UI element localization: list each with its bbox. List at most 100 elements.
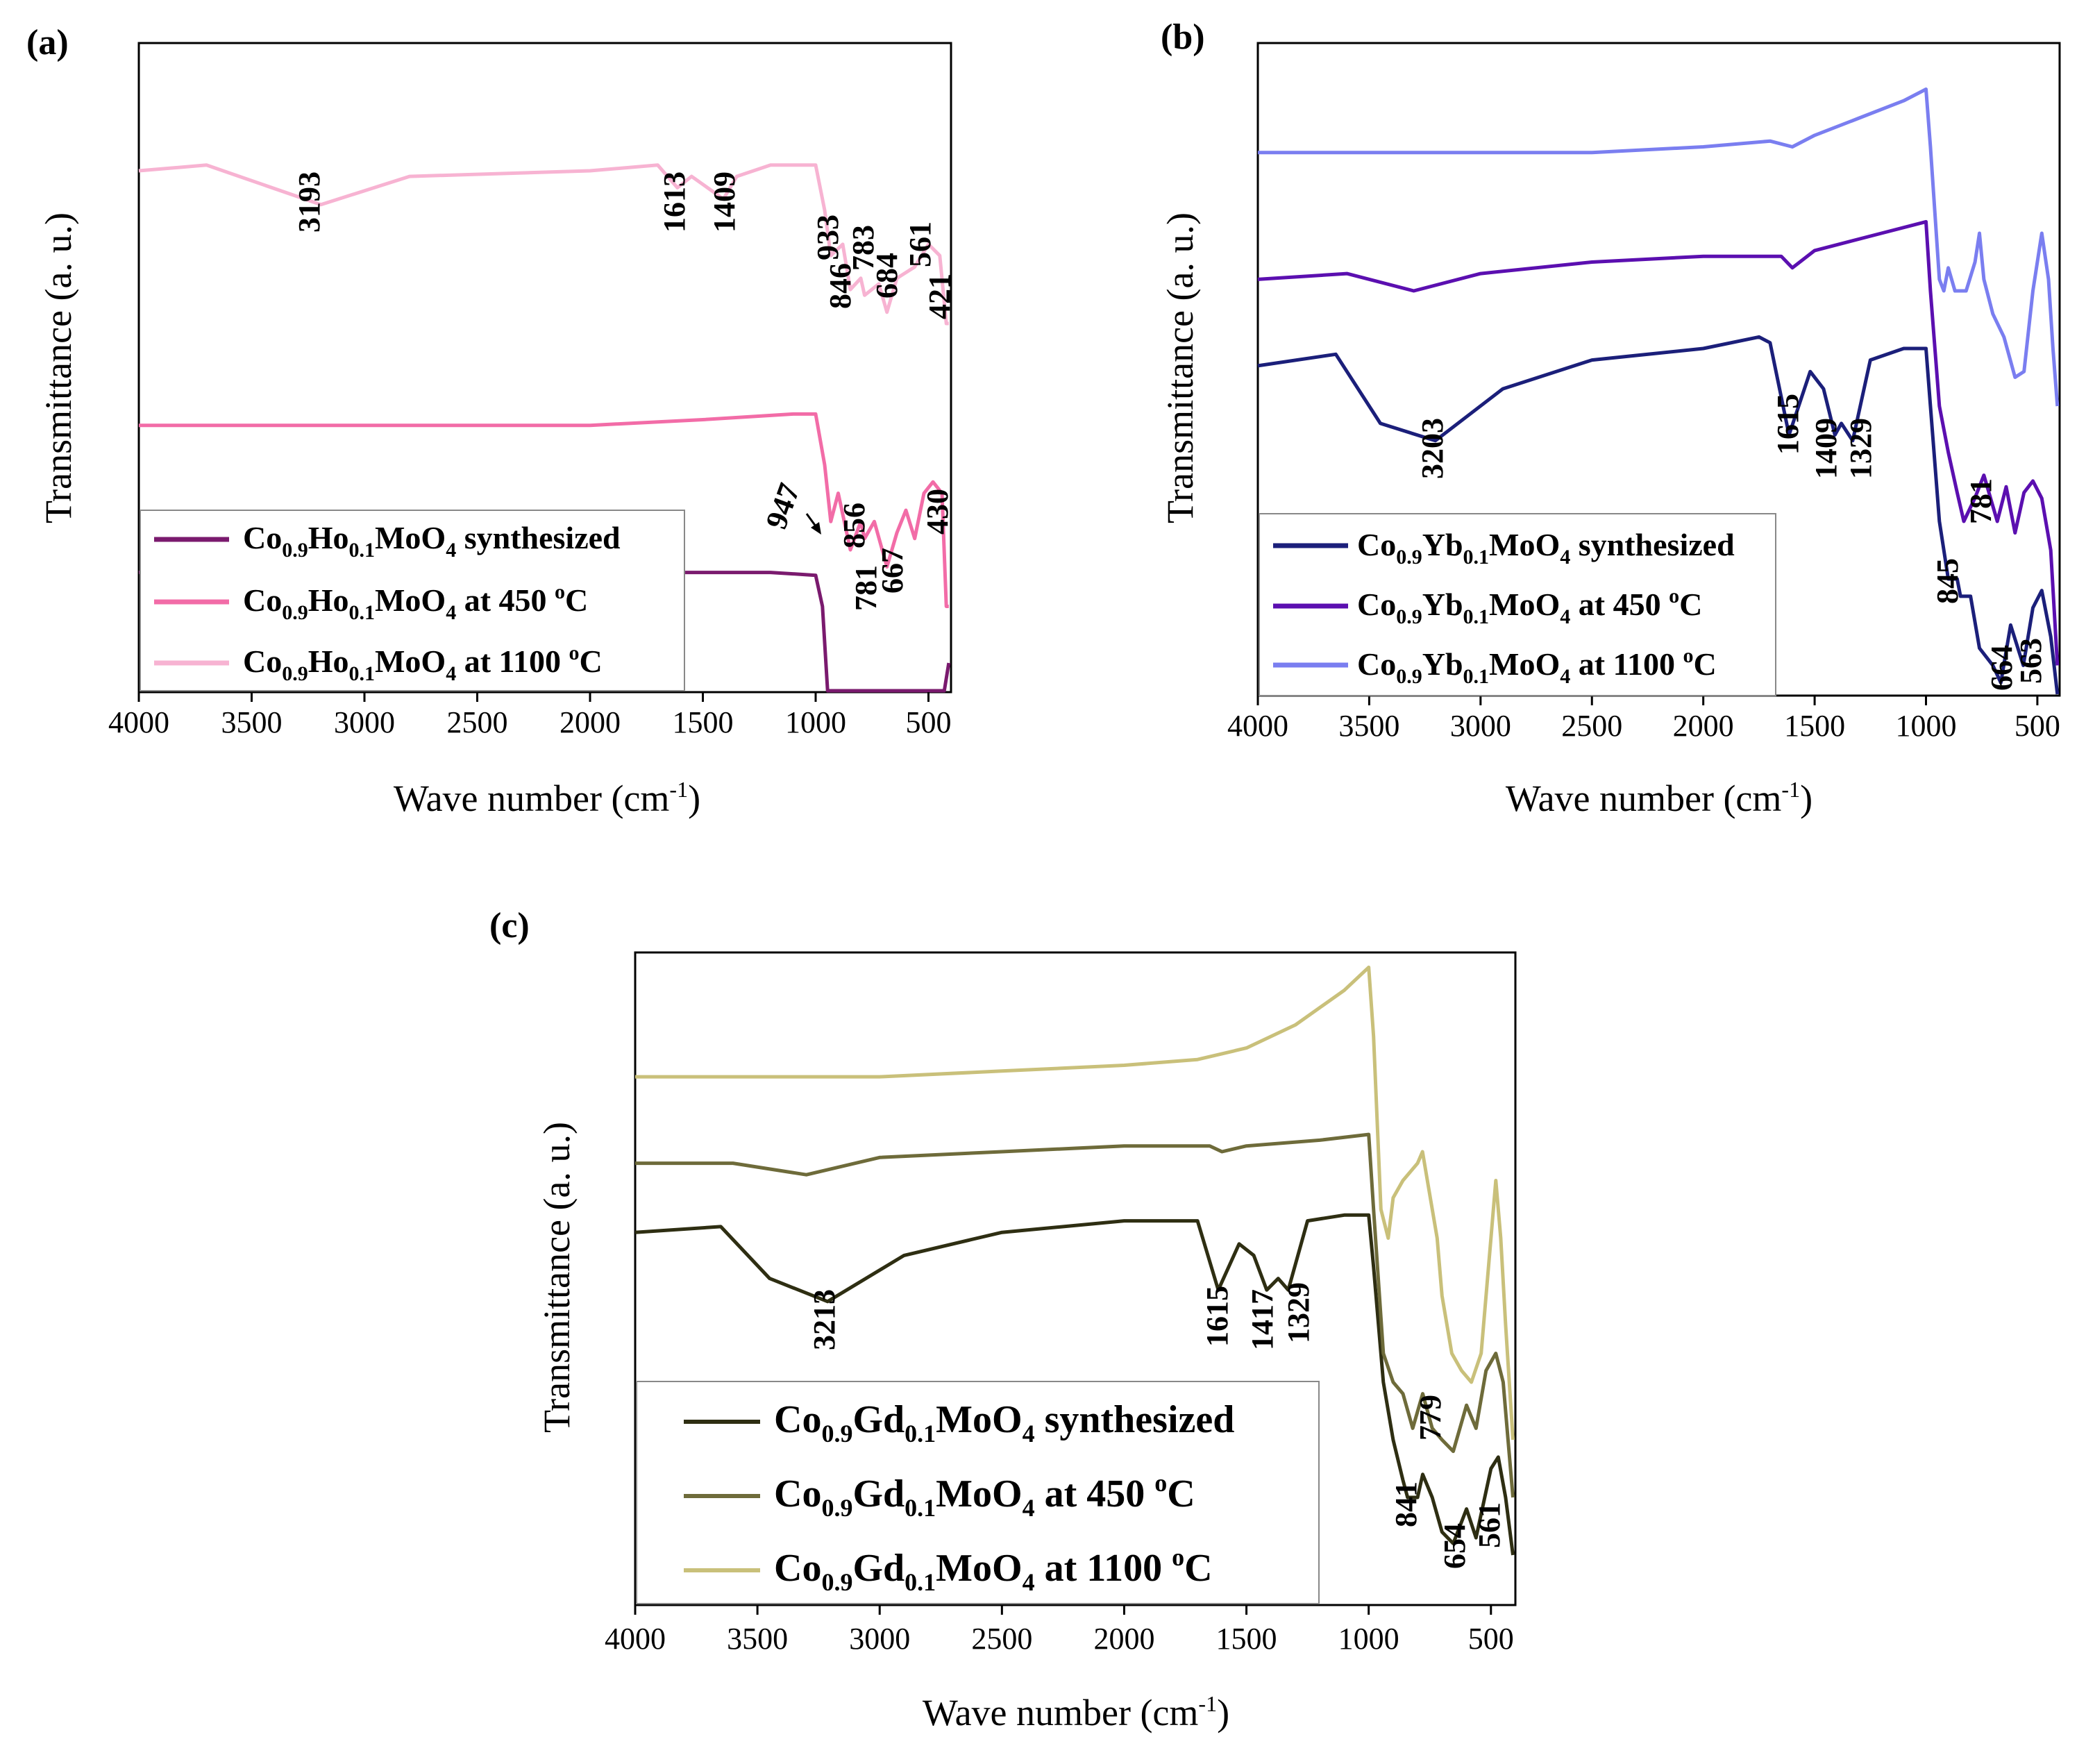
legend-entry: Co0.9Ho0.1MoO4 at 1100 oC bbox=[243, 641, 603, 685]
x-tick-label: 2500 bbox=[1561, 709, 1622, 743]
x-tick-label: 500 bbox=[2014, 709, 2060, 743]
panel-a-plot-frame bbox=[137, 42, 952, 694]
peak-label: 421 bbox=[923, 274, 957, 319]
peak-label: 856 bbox=[837, 503, 871, 548]
peak-label: 781 bbox=[1964, 478, 1998, 524]
peak-label: 667 bbox=[875, 548, 909, 594]
panel-b-series-lines bbox=[1257, 87, 2060, 695]
peak-label: 684 bbox=[870, 253, 904, 299]
peak-label: 3213 bbox=[807, 1289, 841, 1350]
panel-b-x-axis-title: Wave number (cm-1) bbox=[1506, 777, 1812, 819]
peak-label: 1329 bbox=[1844, 418, 1878, 479]
panel-b: (b) 4000 3500 3000 2500 2000 1500 1000 500 Wave… bbox=[1159, 17, 2061, 819]
x-tick-label: 4000 bbox=[108, 705, 169, 739]
panel-a-x-ticks: 4000 3500 3000 2500 2000 1500 1000 500 bbox=[108, 692, 952, 739]
panel-b-peak-labels: 3203 1615 1409 1329 781 845 664 563 bbox=[1415, 394, 2048, 691]
peak-label: 845 bbox=[1931, 558, 1965, 604]
panel-c-x-axis-title: Wave number (cm-1) bbox=[923, 1691, 1229, 1733]
panel-c-x-ticks: 4000 3500 3000 2500 2000 1500 1000 500 bbox=[605, 1605, 1514, 1656]
legend-entry: Co0.9Ho0.1MoO4 at 450 oC bbox=[243, 580, 588, 624]
legend-entry: Co0.9Yb0.1MoO4 synthesized bbox=[1357, 527, 1735, 569]
legend-box bbox=[140, 510, 685, 691]
peak-label: 846 bbox=[823, 263, 857, 309]
panel-a-y-axis-title: Transmittance (a. u.) bbox=[37, 212, 79, 523]
legend-entry: Co0.9Gd0.1MoO4 at 1100 oC bbox=[774, 1543, 1213, 1596]
x-tick-label: 1000 bbox=[1338, 1622, 1399, 1656]
peak-label: 781 bbox=[849, 565, 883, 611]
x-tick-label: 500 bbox=[1468, 1622, 1514, 1656]
peak-label: 947 bbox=[759, 479, 807, 534]
peak-label: 841 bbox=[1389, 1481, 1423, 1527]
peak-label: 1615 bbox=[1771, 394, 1805, 455]
x-tick-label: 3000 bbox=[849, 1622, 910, 1656]
peak-label: 654 bbox=[1438, 1523, 1472, 1569]
legend-entry: Co0.9Ho0.1MoO4 synthesized bbox=[243, 520, 621, 562]
legend-entry: Co0.9Yb0.1MoO4 at 450 oC bbox=[1357, 585, 1702, 628]
x-tick-label: 3500 bbox=[221, 705, 283, 739]
panel-a-x-axis-title: Wave number (cm-1) bbox=[394, 777, 700, 819]
panel-c-series-lines bbox=[634, 965, 1515, 1556]
peak-label: 561 bbox=[1472, 1502, 1506, 1548]
series-line-synthesized bbox=[634, 1213, 1515, 1556]
peak-label: 1613 bbox=[657, 171, 691, 233]
x-tick-label: 1500 bbox=[1216, 1622, 1277, 1656]
panel-b-y-axis-title: Transmittance (a. u.) bbox=[1159, 212, 1201, 523]
panel-a-label: (a) bbox=[26, 23, 69, 62]
peak-label: 664 bbox=[1985, 645, 2019, 691]
series-line-450C bbox=[139, 412, 949, 608]
peak-label: 3193 bbox=[292, 171, 326, 233]
peak-label: 1417 bbox=[1245, 1289, 1279, 1350]
x-tick-label: 4000 bbox=[1227, 709, 1288, 743]
panel-c-label: (c) bbox=[489, 906, 530, 946]
series-line-1100C bbox=[1258, 87, 2060, 407]
x-tick-label: 1000 bbox=[1896, 709, 1957, 743]
panel-a-peak-labels: 3193 1613 1409 933 846 783 684 561 421 9… bbox=[292, 171, 957, 611]
panel-b-x-ticks: 4000 3500 3000 2500 2000 1500 1000 500 bbox=[1227, 696, 2060, 743]
x-tick-label: 2000 bbox=[1093, 1622, 1154, 1656]
legend-entry: Co0.9Yb0.1MoO4 at 1100 oC bbox=[1357, 644, 1717, 688]
panel-a: (a) 4000 3500 3000 2500 2000 1500 1000 500 Wave… bbox=[26, 23, 957, 819]
peak-label: 563 bbox=[2014, 638, 2048, 684]
x-tick-label: 1000 bbox=[785, 705, 846, 739]
x-tick-label: 4000 bbox=[605, 1622, 666, 1656]
peak-label: 1409 bbox=[1809, 418, 1843, 479]
peak-label: 783 bbox=[846, 225, 880, 271]
panel-c-legend: Co0.9Gd0.1MoO4 synthesized Co0.9Gd0.1MoO… bbox=[636, 1381, 1320, 1604]
peak-label: 933 bbox=[811, 215, 845, 260]
panel-c-plot-frame bbox=[634, 951, 1517, 1606]
x-tick-label: 2000 bbox=[560, 705, 621, 739]
peak-label: 561 bbox=[903, 221, 937, 267]
x-tick-label: 3000 bbox=[1450, 709, 1511, 743]
panel-c: (c) 4000 3500 3000 2500 2000 1500 1000 500 Wave… bbox=[489, 906, 1517, 1733]
x-tick-label: 3000 bbox=[334, 705, 395, 739]
series-line-1100C bbox=[138, 163, 949, 326]
x-tick-label: 3500 bbox=[727, 1622, 788, 1656]
peak-label: 1329 bbox=[1281, 1282, 1315, 1343]
series-line-1100C bbox=[635, 965, 1515, 1440]
legend-entry: Co0.9Gd0.1MoO4 at 450 oC bbox=[774, 1469, 1195, 1522]
x-tick-label: 2000 bbox=[1673, 709, 1734, 743]
peak-label: 3203 bbox=[1415, 418, 1449, 479]
panel-c-y-axis-title: Transmittance (a. u.) bbox=[536, 1122, 578, 1433]
panel-b-label: (b) bbox=[1161, 17, 1205, 57]
x-tick-label: 1500 bbox=[673, 705, 734, 739]
peak-label: 430 bbox=[920, 489, 954, 535]
legend-box bbox=[636, 1381, 1320, 1604]
x-tick-label: 2500 bbox=[971, 1622, 1032, 1656]
x-tick-label: 1500 bbox=[1784, 709, 1845, 743]
peak-label: 1409 bbox=[707, 171, 741, 233]
peak-label: 1615 bbox=[1200, 1286, 1234, 1347]
x-tick-label: 3500 bbox=[1338, 709, 1399, 743]
x-tick-label: 2500 bbox=[447, 705, 508, 739]
series-line-synthesized bbox=[1257, 335, 2060, 695]
series-line-450C bbox=[635, 1132, 1515, 1498]
legend-entry: Co0.9Gd0.1MoO4 synthesized bbox=[774, 1398, 1234, 1447]
peak-arrow-head bbox=[811, 522, 821, 535]
series-line-450C bbox=[1257, 219, 2060, 666]
panel-c-peak-labels: 3213 1615 1417 1329 779 841 654 561 bbox=[807, 1282, 1506, 1569]
x-tick-label: 500 bbox=[906, 705, 952, 739]
panel-b-legend: Co0.9Yb0.1MoO4 synthesized Co0.9Yb0.1MoO… bbox=[1259, 513, 1776, 696]
panel-a-legend: Co0.9Ho0.1MoO4 synthesized Co0.9Ho0.1MoO… bbox=[140, 510, 685, 691]
peak-label: 779 bbox=[1413, 1395, 1447, 1440]
